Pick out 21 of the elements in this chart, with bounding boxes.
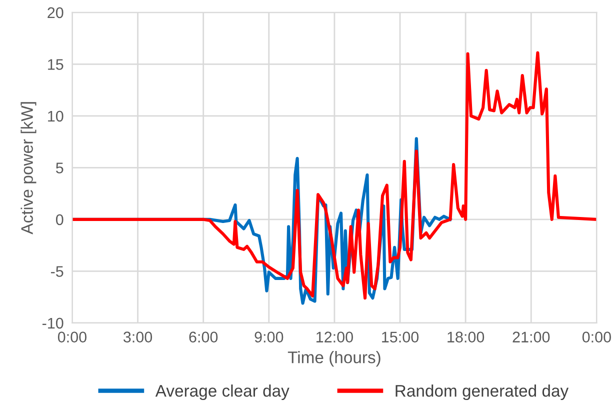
x-tick-label: 21:00 (512, 332, 550, 342)
x-tick-label: 12:00 (316, 332, 353, 342)
x-tick-label: 18:00 (448, 332, 484, 342)
x-tick-label: 15:00 (382, 332, 419, 342)
x-tick-label: 0:00 (582, 332, 611, 342)
y-tick-label: 0 (56, 214, 64, 226)
legend-label: Average clear day (155, 384, 290, 400)
x-tick-label: 9:00 (254, 332, 284, 342)
y-tick-label: 10 (48, 110, 64, 122)
y-tick-label: -5 (50, 266, 64, 277)
y-tick-label: 5 (56, 162, 64, 174)
x-axis-title: Time (hours) (288, 351, 380, 367)
x-tick-label: 6:00 (189, 332, 218, 342)
y-axis-title: Active power [kW] (20, 102, 36, 234)
y-tick-label: -10 (42, 318, 64, 329)
legend-label: Random generated day (396, 384, 569, 400)
line-series (72, 51, 597, 300)
y-tick-label: 20 (48, 7, 64, 18)
x-tick-label: 3:00 (123, 332, 152, 342)
y-tick-label: 15 (48, 59, 64, 70)
x-tick-label: 0:00 (58, 332, 86, 342)
